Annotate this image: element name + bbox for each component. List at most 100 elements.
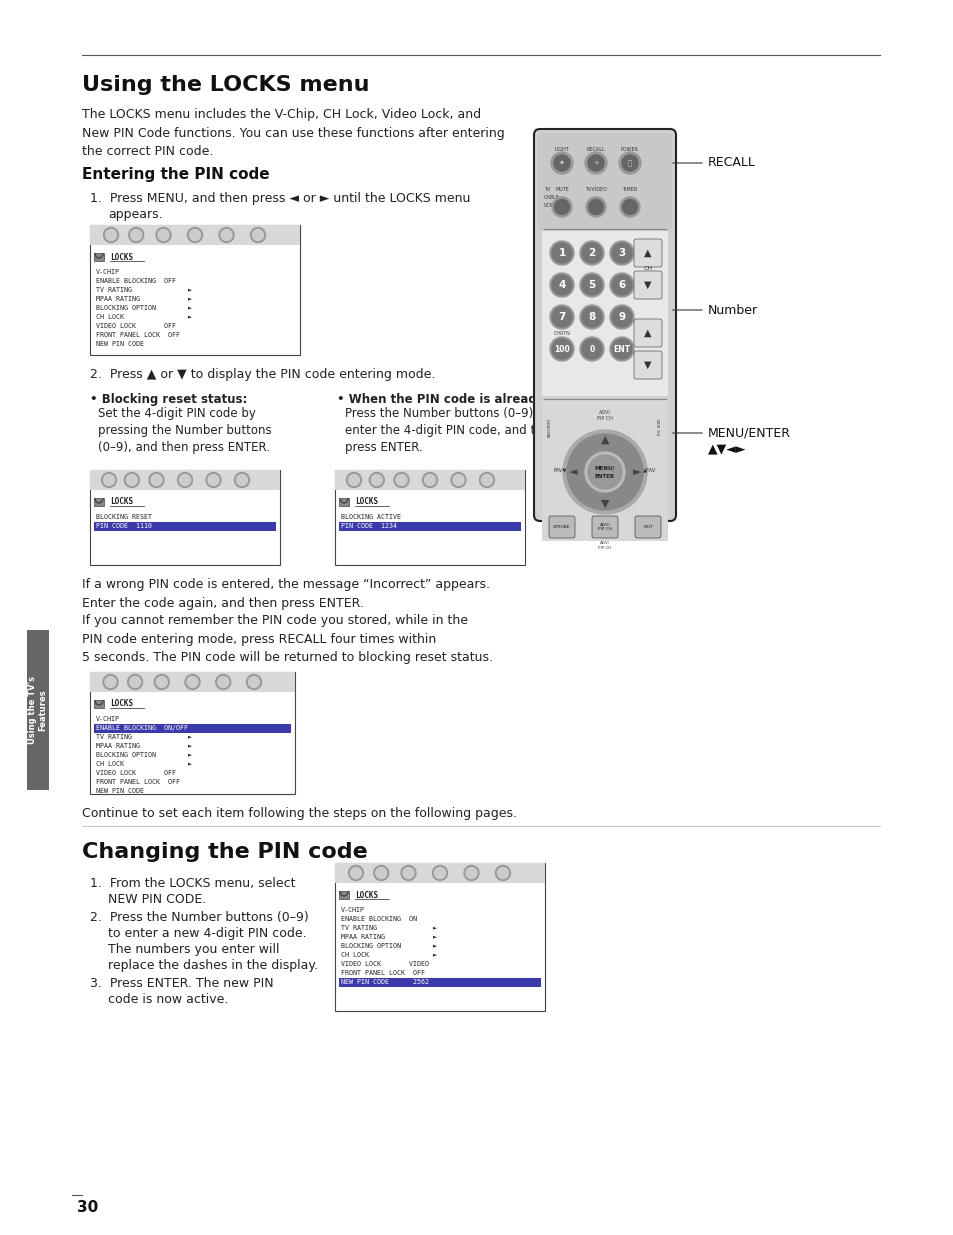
- Circle shape: [219, 227, 233, 242]
- Text: 0: 0: [589, 345, 594, 353]
- Text: MUTE: MUTE: [555, 186, 568, 191]
- Circle shape: [581, 275, 601, 295]
- Text: STROBE: STROBE: [553, 525, 570, 529]
- Circle shape: [374, 866, 388, 881]
- Circle shape: [612, 243, 631, 263]
- Circle shape: [585, 198, 605, 217]
- FancyBboxPatch shape: [634, 240, 661, 267]
- Text: PIN CODE  1110: PIN CODE 1110: [96, 522, 152, 529]
- Circle shape: [217, 677, 229, 688]
- Circle shape: [103, 474, 114, 485]
- Circle shape: [348, 866, 363, 881]
- Circle shape: [609, 305, 634, 329]
- Circle shape: [579, 305, 603, 329]
- Text: MPAA RATING            ►: MPAA RATING ►: [96, 296, 192, 303]
- Circle shape: [190, 230, 200, 241]
- Text: TV RATING              ►: TV RATING ►: [96, 734, 192, 740]
- Circle shape: [552, 338, 572, 359]
- Circle shape: [248, 677, 259, 688]
- Text: LOCKS: LOCKS: [110, 498, 133, 506]
- Text: • Blocking reset status:: • Blocking reset status:: [90, 393, 247, 406]
- Text: code is now active.: code is now active.: [108, 993, 228, 1007]
- Circle shape: [105, 677, 116, 688]
- Circle shape: [550, 337, 574, 361]
- Text: TV RATING              ►: TV RATING ►: [340, 925, 436, 931]
- Text: ▲FAV: ▲FAV: [642, 468, 656, 473]
- Text: MPAA RATING            ►: MPAA RATING ►: [340, 934, 436, 940]
- Text: The LOCKS menu includes the V-Chip, CH Lock, Video Lock, and
New PIN Code functi: The LOCKS menu includes the V-Chip, CH L…: [82, 107, 504, 158]
- Text: ►: ►: [632, 467, 640, 477]
- Circle shape: [221, 230, 232, 241]
- Text: BLOCKING OPTION        ►: BLOCKING OPTION ►: [340, 944, 436, 948]
- Text: TVVIDEO: TVVIDEO: [584, 186, 606, 191]
- Text: ▼: ▼: [643, 280, 651, 290]
- Bar: [94, 498, 104, 506]
- Circle shape: [253, 230, 263, 241]
- Text: VIDEO LOCK       OFF: VIDEO LOCK OFF: [96, 324, 175, 329]
- Circle shape: [369, 473, 384, 488]
- Text: PIC SIZE: PIC SIZE: [658, 419, 661, 436]
- Text: FAV▼: FAV▼: [553, 468, 566, 473]
- Text: Set the 4-digit PIN code by
pressing the Number buttons
(0–9), and then press EN: Set the 4-digit PIN code by pressing the…: [98, 408, 272, 454]
- Circle shape: [236, 474, 247, 485]
- Text: PIN CODE  1234: PIN CODE 1234: [340, 522, 396, 529]
- Text: 30: 30: [77, 1200, 98, 1215]
- Circle shape: [246, 674, 261, 689]
- Text: FRONT PANEL LOCK  OFF: FRONT PANEL LOCK OFF: [96, 779, 180, 785]
- Circle shape: [609, 241, 634, 266]
- Text: If you cannot remember the PIN code you stored, while in the
PIN code entering m: If you cannot remember the PIN code you …: [82, 614, 493, 664]
- Text: VIDEO LOCK       VIDEO: VIDEO LOCK VIDEO: [340, 961, 429, 967]
- Circle shape: [554, 156, 569, 170]
- Text: appears.: appears.: [108, 207, 162, 221]
- Text: LOCKS: LOCKS: [355, 498, 377, 506]
- Bar: [27, 630, 49, 790]
- Text: 6: 6: [618, 280, 625, 290]
- Text: NEW PIN CODE: NEW PIN CODE: [96, 341, 144, 347]
- Circle shape: [395, 474, 407, 485]
- Circle shape: [434, 867, 445, 878]
- Text: BLOCKING RESET: BLOCKING RESET: [96, 514, 152, 520]
- Circle shape: [550, 273, 574, 296]
- Text: ADV/
PIP CH: ADV/ PIP CH: [597, 410, 612, 421]
- Text: TIMER: TIMER: [621, 186, 637, 191]
- Text: 3: 3: [618, 248, 625, 258]
- Circle shape: [479, 473, 494, 488]
- Text: ENT: ENT: [613, 345, 630, 353]
- Circle shape: [579, 337, 603, 361]
- Text: 1: 1: [558, 248, 565, 258]
- Text: ENABLE BLOCKING  ON/OFF: ENABLE BLOCKING ON/OFF: [96, 725, 188, 731]
- Text: Using the LOCKS menu: Using the LOCKS menu: [82, 75, 369, 95]
- Circle shape: [149, 473, 164, 488]
- Bar: [94, 521, 275, 531]
- Circle shape: [348, 474, 359, 485]
- Text: CHRTN: CHRTN: [553, 331, 570, 336]
- Text: ▼: ▼: [643, 359, 651, 370]
- Circle shape: [552, 198, 572, 217]
- Circle shape: [481, 474, 492, 485]
- Text: ▲: ▲: [600, 435, 609, 445]
- Text: 2.  Press the Number buttons (0–9): 2. Press the Number buttons (0–9): [90, 911, 309, 924]
- Text: ADV/
PIP CH: ADV/ PIP CH: [598, 541, 611, 550]
- Text: Continue to set each item following the steps on the following pages.: Continue to set each item following the …: [82, 806, 517, 820]
- FancyBboxPatch shape: [634, 351, 661, 379]
- Circle shape: [179, 474, 191, 485]
- Text: RECALL: RECALL: [707, 157, 755, 169]
- Circle shape: [581, 308, 601, 327]
- Circle shape: [346, 473, 361, 488]
- Text: RECALL: RECALL: [586, 147, 605, 152]
- Circle shape: [551, 152, 573, 174]
- Text: LOCKS: LOCKS: [355, 890, 377, 899]
- Circle shape: [350, 867, 361, 878]
- Circle shape: [126, 474, 137, 485]
- Circle shape: [554, 200, 569, 215]
- Bar: [335, 863, 544, 883]
- FancyBboxPatch shape: [592, 516, 618, 538]
- Text: FAVORITE: FAVORITE: [547, 417, 552, 437]
- Circle shape: [579, 241, 603, 266]
- Bar: [90, 225, 299, 245]
- Bar: [338, 977, 540, 987]
- Circle shape: [103, 674, 118, 689]
- Text: 100: 100: [554, 345, 569, 353]
- Text: VIDEO LOCK       OFF: VIDEO LOCK OFF: [96, 769, 175, 776]
- Text: 3.  Press ENTER. The new PIN: 3. Press ENTER. The new PIN: [90, 977, 274, 990]
